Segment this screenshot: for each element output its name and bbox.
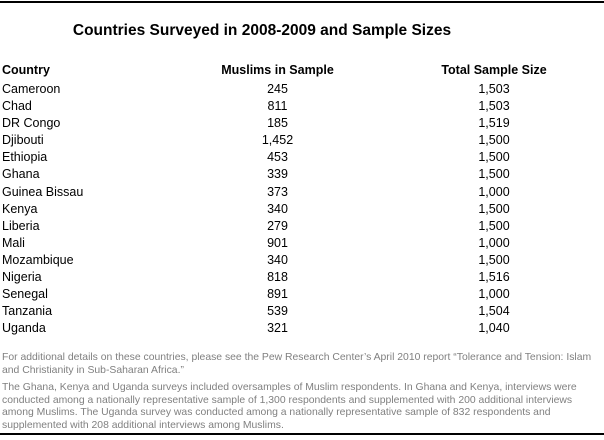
- table-row: Mali 901 1,000: [0, 235, 604, 252]
- muslims-in-sample-cell: 245: [267, 82, 288, 96]
- muslims-in-sample-cell: 339: [267, 167, 288, 182]
- muslims-in-sample-cell: 1,452: [261, 133, 294, 148]
- table-body: Cameroon 245 1,503 Chad 811 1,503 DR Congo 185 1…: [0, 81, 604, 337]
- total-sample-size-cell: 1,500: [478, 133, 510, 148]
- muslims-in-sample-cell: 811: [267, 99, 288, 114]
- sample-sizes-table: Country Muslims in Sample Total Sample S…: [0, 63, 604, 337]
- total-sample-size-cell: 1,040: [478, 321, 510, 336]
- column-header-muslims-in-sample: Muslims in Sample: [221, 63, 334, 77]
- country-cell: Senegal: [2, 287, 48, 302]
- table-row: Guinea Bissau 373 1,000: [0, 184, 604, 201]
- country-cell: Ethiopia: [2, 150, 48, 165]
- table-row: Cameroon 245 1,503: [0, 81, 604, 98]
- muslims-in-sample-cell: 539: [267, 304, 288, 319]
- table-row: Chad 811 1,503: [0, 98, 604, 115]
- total-sample-size-cell: 1,000: [478, 184, 510, 199]
- muslims-in-sample-cell: 185: [267, 116, 288, 131]
- country-cell: Djibouti: [2, 133, 44, 148]
- country-cell: Mozambique: [2, 252, 74, 267]
- country-cell: Tanzania: [2, 304, 53, 319]
- page-title: Countries Surveyed in 2008-2009 and Samp…: [72, 22, 452, 39]
- table-row: Tanzania 539 1,504: [0, 303, 604, 320]
- muslims-in-sample-cell: 453: [267, 150, 288, 165]
- table-row: Mozambique 340 1,500: [0, 252, 604, 269]
- table-row: Ethiopia 453 1,500: [0, 149, 604, 166]
- total-sample-size-cell: 1,500: [478, 150, 510, 165]
- bottom-rule: [0, 433, 604, 435]
- country-cell: Cameroon: [2, 82, 61, 96]
- table-row: Kenya 340 1,500: [0, 201, 604, 218]
- top-rule: [0, 1, 604, 3]
- muslims-in-sample-cell: 891: [267, 287, 288, 302]
- total-sample-size-cell: 1,503: [478, 99, 510, 114]
- total-sample-size-cell: 1,504: [478, 304, 510, 319]
- country-cell: Chad: [2, 99, 32, 114]
- total-sample-size-cell: 1,500: [478, 252, 510, 267]
- table-row: Djibouti 1,452 1,500: [0, 132, 604, 149]
- muslims-in-sample-cell: 373: [267, 184, 288, 199]
- total-sample-size-cell: 1,503: [478, 82, 510, 96]
- column-header-country: Country: [2, 63, 50, 77]
- footnote-oversample-paragraph: The Ghana, Kenya and Uganda surveys incl…: [2, 382, 577, 431]
- country-cell: Nigeria: [2, 270, 42, 285]
- table-row: DR Congo 185 1,519: [0, 115, 604, 132]
- table-row: Nigeria 818 1,516: [0, 269, 604, 286]
- table-header-row: Country Muslims in Sample Total Sample S…: [0, 63, 604, 81]
- country-cell: DR Congo: [2, 116, 61, 131]
- muslims-in-sample-cell: 321: [267, 321, 288, 336]
- table-row: Senegal 891 1,000: [0, 286, 604, 303]
- muslims-in-sample-cell: 901: [267, 235, 288, 250]
- country-cell: Guinea Bissau: [2, 184, 84, 199]
- total-sample-size-cell: 1,500: [478, 218, 510, 233]
- muslims-in-sample-cell: 818: [267, 270, 288, 285]
- table-row: Liberia 279 1,500: [0, 218, 604, 235]
- table-row: Ghana 339 1,500: [0, 166, 604, 183]
- total-sample-size-cell: 1,500: [478, 201, 510, 216]
- total-sample-size-cell: 1,519: [478, 116, 510, 131]
- country-cell: Liberia: [2, 218, 40, 233]
- total-sample-size-cell: 1,500: [478, 167, 510, 182]
- column-header-total-sample-size: Total Sample Size: [441, 63, 547, 77]
- country-cell: Mali: [2, 235, 25, 250]
- footnote-details-paragraph: For additional details on these countrie…: [2, 352, 592, 376]
- total-sample-size-cell: 1,000: [478, 235, 510, 250]
- muslims-in-sample-cell: 279: [267, 218, 288, 233]
- table-row: Uganda 321 1,040: [0, 320, 604, 337]
- country-cell: Kenya: [2, 201, 38, 216]
- total-sample-size-cell: 1,516: [478, 270, 510, 285]
- country-cell: Uganda: [2, 321, 46, 336]
- footnotes-section: For additional details on these countrie…: [2, 352, 602, 438]
- muslims-in-sample-cell: 340: [267, 252, 288, 267]
- muslims-in-sample-cell: 340: [267, 201, 288, 216]
- country-cell: Ghana: [2, 167, 40, 182]
- total-sample-size-cell: 1,000: [478, 287, 510, 302]
